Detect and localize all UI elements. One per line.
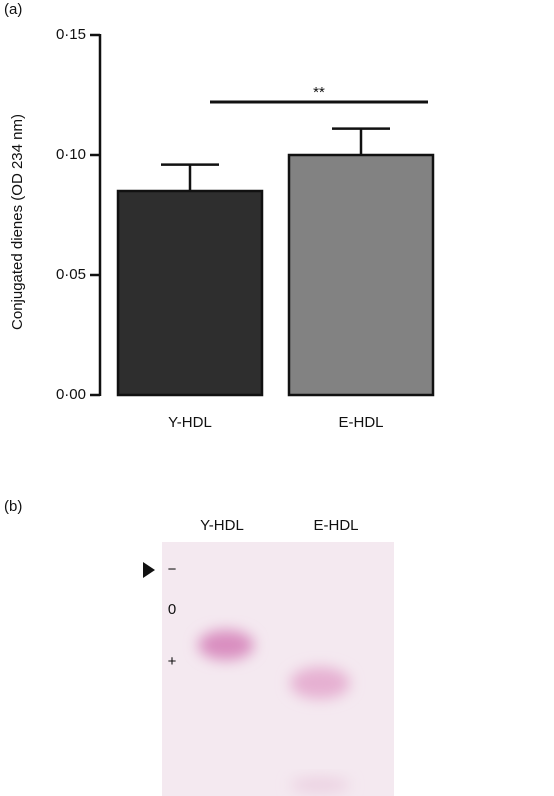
lane-label: Y-HDL xyxy=(200,517,244,534)
significance-label: ** xyxy=(313,84,325,101)
x-tick-label: Y-HDL xyxy=(168,414,212,431)
y-tick-label: 0·05 xyxy=(56,266,86,283)
panel-label: (a) xyxy=(4,1,22,18)
lane-label: E-HDL xyxy=(313,517,358,534)
y-axis-label: Conjugated dienes (OD 234 nm) xyxy=(9,114,26,330)
gel xyxy=(162,542,394,796)
band xyxy=(290,667,350,699)
bar xyxy=(287,153,435,397)
band xyxy=(198,630,254,660)
y-tick-label: 0·00 xyxy=(56,386,86,403)
marker-label: − xyxy=(168,561,177,578)
band xyxy=(290,777,350,793)
x-tick-label: E-HDL xyxy=(338,414,383,431)
origin-arrow xyxy=(143,562,155,578)
marker-label: 0 xyxy=(168,601,176,618)
bar xyxy=(116,189,264,397)
panel-label: (b) xyxy=(4,498,22,515)
marker-label: + xyxy=(168,653,177,670)
y-tick-label: 0·10 xyxy=(56,146,86,163)
y-tick-label: 0·15 xyxy=(56,26,86,43)
